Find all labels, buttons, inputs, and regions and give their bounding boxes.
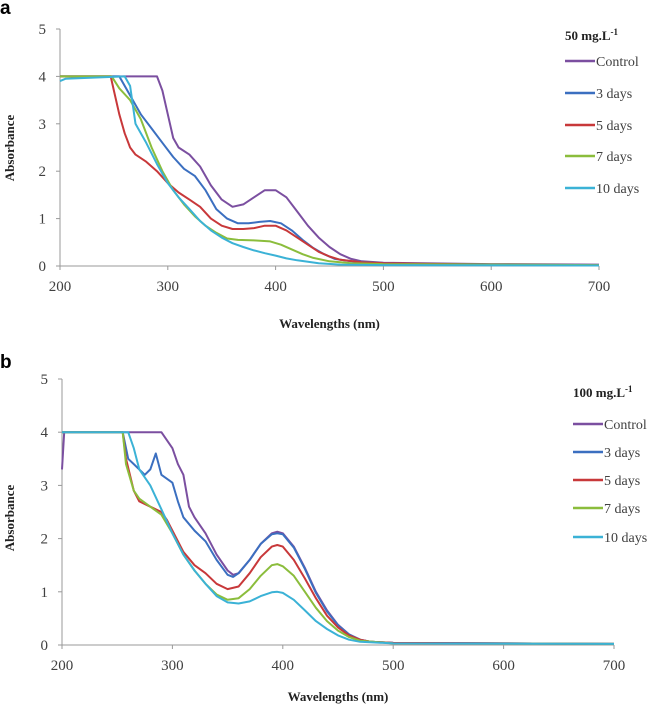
panel-b: b 0 1 2 3 4 5 200 300 400 500 600 700 Wavelengths (nm… xyxy=(0,352,647,704)
y-axis-title: Absorbance xyxy=(2,115,17,182)
y-tick-label: 3 xyxy=(41,478,49,494)
series-line-3-days xyxy=(62,431,615,645)
series-line-10-days xyxy=(59,75,600,267)
x-axis-title: Wavelengths (nm) xyxy=(279,316,380,331)
y-tick-label: 1 xyxy=(39,212,47,228)
legend-title-superscript: -1 xyxy=(611,27,619,37)
y-tick-label: 3 xyxy=(39,117,47,133)
legend-label: 7 days xyxy=(604,502,640,517)
x-tick-label: 400 xyxy=(272,658,295,674)
legend-label: 5 days xyxy=(604,474,640,489)
x-tick-label: 700 xyxy=(588,279,611,295)
panel-label: a xyxy=(0,0,11,19)
legend-title: 100 mg.L-1 xyxy=(573,384,633,400)
x-tick-label: 200 xyxy=(51,658,74,674)
y-tick-label: 5 xyxy=(39,22,47,38)
legend-label: 5 days xyxy=(596,119,632,134)
series-line-control xyxy=(60,75,600,266)
panel-a: a 0 1 2 3 4 5 200 300 400 500 600 700 Wavelengths (nm… xyxy=(0,0,639,331)
series-line-5-days xyxy=(62,431,615,645)
y-tick-label: 2 xyxy=(41,532,49,548)
series-line-5-days xyxy=(60,75,600,267)
y-tick-label: 0 xyxy=(41,638,49,654)
series-line-3-days xyxy=(60,75,600,267)
series-line-control xyxy=(61,431,615,645)
legend-label: 10 days xyxy=(596,182,639,197)
x-tick-label: 700 xyxy=(603,658,626,674)
legend-title-superscript: -1 xyxy=(625,384,633,394)
y-tick-label: 4 xyxy=(39,69,47,85)
legend-label: 3 days xyxy=(604,446,640,461)
legend-label: 7 days xyxy=(596,150,632,165)
legend-label: 10 days xyxy=(604,531,647,546)
x-tick-label: 300 xyxy=(161,658,184,674)
x-tick-label: 600 xyxy=(480,279,503,295)
legend-title: 50 mg.L-1 xyxy=(565,27,618,43)
y-tick-label: 1 xyxy=(41,585,49,601)
x-tick-label: 200 xyxy=(49,279,72,295)
x-tick-label: 300 xyxy=(157,279,180,295)
panel-label: b xyxy=(0,352,12,373)
y-axis-title: Absorbance xyxy=(2,485,17,552)
series-line-7-days xyxy=(60,75,600,267)
x-tick-label: 500 xyxy=(382,658,405,674)
series-line-10-days xyxy=(62,431,615,645)
y-tick-label: 5 xyxy=(41,372,49,388)
legend-label: 3 days xyxy=(596,87,632,102)
x-tick-label: 600 xyxy=(492,658,515,674)
x-tick-label: 500 xyxy=(372,279,395,295)
legend-label: Control xyxy=(596,55,639,70)
y-tick-label: 0 xyxy=(39,259,47,275)
x-axis-title: Wavelengths (nm) xyxy=(288,689,389,704)
y-tick-label: 2 xyxy=(39,164,47,180)
legend-label: Control xyxy=(604,418,647,433)
series-line-7-days xyxy=(62,431,615,645)
y-tick-label: 4 xyxy=(41,425,49,441)
x-tick-label: 400 xyxy=(264,279,287,295)
